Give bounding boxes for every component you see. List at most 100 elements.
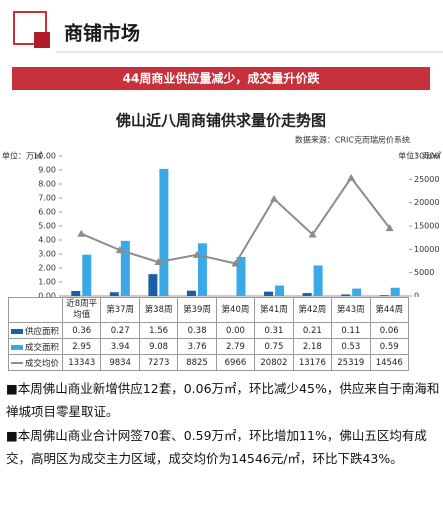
bar xyxy=(148,274,158,296)
y-tick-label: 1.00 xyxy=(38,278,56,287)
table-corner xyxy=(8,297,63,323)
row-header: 成交均价 xyxy=(8,354,63,371)
y2-tick-label: 0 xyxy=(414,292,419,298)
paragraphs: ■本周佛山商业新增供应12套，0.06万㎡，环比减少45%，供应来自于南海和禅城… xyxy=(6,377,440,471)
table-row: 供应面积 0.36 0.27 1.56 0.38 0.00 0.31 0.21 0.11 0.06 xyxy=(8,322,409,339)
legend-label: 成交面积 xyxy=(25,342,60,353)
bar xyxy=(302,293,312,296)
table-cell: 0.27 xyxy=(100,322,140,339)
bar xyxy=(379,295,389,296)
paragraph: ■本周佛山商业新增供应12套，0.06万㎡，环比减少45%，供应来自于南海和禅城… xyxy=(6,381,440,419)
price-marker xyxy=(308,230,317,238)
table-cell: 0.00 xyxy=(215,322,256,339)
bar xyxy=(264,291,274,296)
bar xyxy=(186,290,196,296)
table-cell: 25319 xyxy=(331,354,371,371)
table-cell: 20802 xyxy=(254,354,294,371)
x-tick-label: 第38周 xyxy=(138,297,179,323)
table-cell: 8825 xyxy=(177,354,217,371)
y2-tick-label: 25000 xyxy=(414,175,439,184)
table-cell: 0.59 xyxy=(369,338,409,355)
table-header-row: 近8周平均值 第37周 第38周 第39周 第40周 第41周 第42周 第43周 第44周 xyxy=(8,297,409,323)
price-marker xyxy=(270,194,279,202)
price-marker xyxy=(154,258,163,266)
banner-text: 44周商业供应量减少，成交量升价跌 xyxy=(123,71,321,86)
chart-title: 佛山近八周商铺供求量价走势图 xyxy=(115,112,326,130)
x-tick-label: 近8周平均值 xyxy=(61,297,102,323)
y2-tick-label: 5000 xyxy=(414,268,434,277)
banner xyxy=(12,67,430,90)
table-cell: 0.21 xyxy=(292,322,333,339)
x-tick-label: 第44周 xyxy=(369,297,409,323)
x-tick-label: 第40周 xyxy=(215,297,256,323)
table-row: 成交面积 2.95 3.94 9.08 3.76 2.79 0.75 2.18 0.53 0.59 xyxy=(8,338,409,355)
table-cell: 0.06 xyxy=(369,322,409,339)
bar xyxy=(120,240,130,296)
legend-swatch xyxy=(11,362,23,364)
table-cell: 1.56 xyxy=(138,322,179,339)
table-cell: 6966 xyxy=(215,354,256,371)
price-marker xyxy=(77,229,86,237)
y2-tick-label: 10000 xyxy=(414,245,439,254)
table-cell: 13343 xyxy=(61,354,102,371)
table-cell: 0.38 xyxy=(177,322,217,339)
header-title: 商铺市场 xyxy=(64,22,140,45)
chart: 商铺市场 44周商业供应量减少，成交量升价跌 佛山近八周商铺供求量价走势图 数据… xyxy=(2,11,443,298)
price-marker xyxy=(347,173,356,181)
table-cell: 3.76 xyxy=(177,338,217,355)
bar xyxy=(236,256,246,296)
header-icon-fill xyxy=(34,32,50,48)
legend-swatch xyxy=(11,328,23,334)
x-tick-label: 第42周 xyxy=(292,297,333,323)
price-marker xyxy=(385,224,394,232)
bar xyxy=(159,168,169,296)
table-cell: 2.79 xyxy=(215,338,256,355)
table-cell: 3.94 xyxy=(100,338,140,355)
y-tick-label: 7.00 xyxy=(38,194,56,203)
y-tick-label: 0.00 xyxy=(38,292,56,298)
y2-tick-label: 15000 xyxy=(414,222,439,231)
y-tick-label: 5.00 xyxy=(38,222,56,231)
x-tick-label: 第43周 xyxy=(331,297,371,323)
table-cell: 7273 xyxy=(138,354,179,371)
table-cell: 2.18 xyxy=(292,338,333,355)
table-cell: 9.08 xyxy=(138,338,179,355)
price-marker xyxy=(115,246,124,254)
data-table: 近8周平均值 第37周 第38周 第39周 第40周 第41周 第42周 第43周 第44周 供… xyxy=(8,297,409,371)
y2-tick-label: 20000 xyxy=(414,198,439,207)
legend-label: 供应面积 xyxy=(25,326,60,337)
y-tick-label: 4.00 xyxy=(38,236,56,245)
bar xyxy=(82,254,92,296)
table-cell: 0.11 xyxy=(331,322,371,339)
x-tick-label: 第39周 xyxy=(177,297,217,323)
bar xyxy=(197,243,207,296)
table-cell: 14546 xyxy=(369,354,409,371)
y2-tick-label: 30000 xyxy=(414,152,439,161)
legend-label: 成交均价 xyxy=(25,358,60,369)
row-header: 成交面积 xyxy=(8,338,63,355)
row-header: 供应面积 xyxy=(8,322,63,339)
y-tick-label: 6.00 xyxy=(38,208,56,217)
y-tick-label: 9.00 xyxy=(38,166,56,175)
table-cell: 0.36 xyxy=(61,322,102,339)
table-cell: 9834 xyxy=(100,354,140,371)
table-row: 成交均价 13343 9834 7273 8825 6966 20802 13176 25319… xyxy=(8,354,409,371)
y-tick-label: 3.00 xyxy=(38,250,56,259)
table-cell: 0.75 xyxy=(254,338,294,355)
x-tick-label: 第41周 xyxy=(254,297,294,323)
bar xyxy=(341,294,351,296)
bar xyxy=(109,292,119,296)
chart-source: 数据来源：CRIC克而瑞房价系统 xyxy=(295,135,410,145)
bar xyxy=(313,265,323,296)
x-tick-label: 第37周 xyxy=(100,297,140,323)
table-cell: 2.95 xyxy=(61,338,102,355)
bar xyxy=(390,287,400,296)
y-tick-label: 8.00 xyxy=(38,180,56,189)
table-cell: 13176 xyxy=(292,354,333,371)
table-cell: 0.31 xyxy=(254,322,294,339)
price-marker xyxy=(192,250,201,258)
y-tick-label: 10.00 xyxy=(33,152,56,161)
y2-axis-label: 单位：元/㎡ xyxy=(398,151,441,161)
paragraph: ■本周佛山商业合计网签70套、0.59万㎡，环比增加11%，佛山五区均有成交，高… xyxy=(6,428,427,466)
